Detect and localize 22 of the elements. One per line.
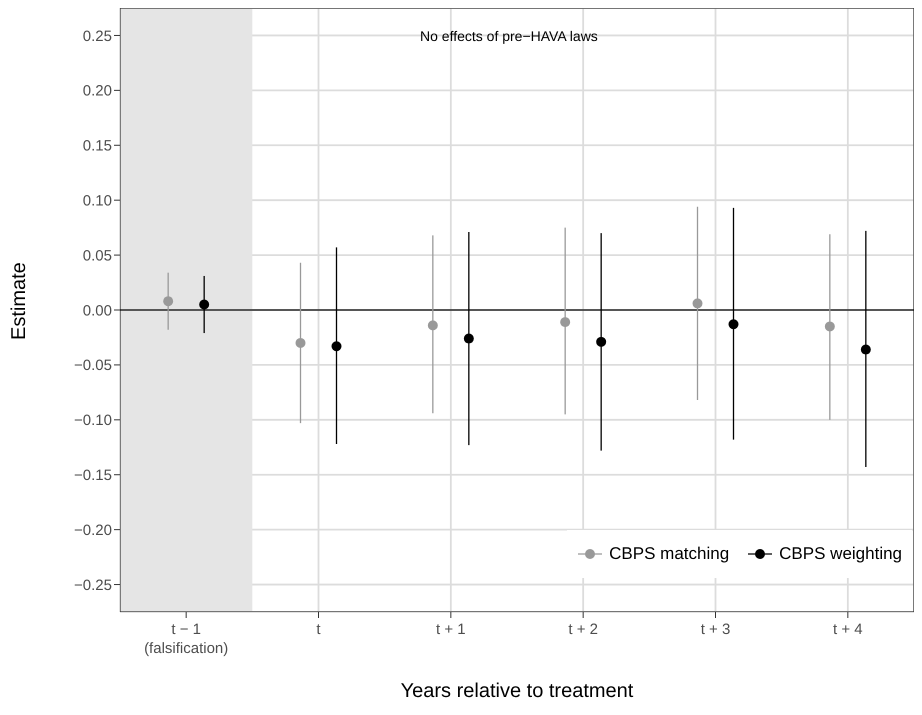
x-axis-title: Years relative to treatment xyxy=(400,680,634,702)
y-tick-label: 0.20 xyxy=(82,82,112,100)
y-tick-label: 0.05 xyxy=(82,247,112,264)
legend-label: CBPS matching xyxy=(609,544,730,564)
x-tick-label: t + 1 xyxy=(436,621,466,638)
annotation: No effects of pre−HAVA laws xyxy=(420,28,598,44)
y-tick-label: 0.10 xyxy=(82,192,112,210)
x-tick-label: t xyxy=(316,621,322,638)
y-axis-title: Estimate xyxy=(8,262,30,340)
x-tick-label: t + 3 xyxy=(700,621,730,638)
y-tick-label: 0.00 xyxy=(82,302,112,320)
x-tick-label: t − 1 (falsification) xyxy=(144,621,228,657)
y-tick-label: 0.15 xyxy=(82,138,112,155)
y-tick-label: −0.05 xyxy=(74,357,112,374)
legend-label: CBPS weighting xyxy=(779,544,902,564)
y-tick-label: −0.25 xyxy=(74,576,112,594)
x-tick-label: t + 4 xyxy=(833,621,863,638)
y-tick-label: −0.15 xyxy=(74,467,112,484)
y-tick-label: 0.25 xyxy=(82,28,112,45)
y-tick-label: −0.20 xyxy=(74,522,112,539)
x-tick-label: t + 2 xyxy=(568,621,598,638)
y-tick-label: −0.10 xyxy=(74,412,112,430)
